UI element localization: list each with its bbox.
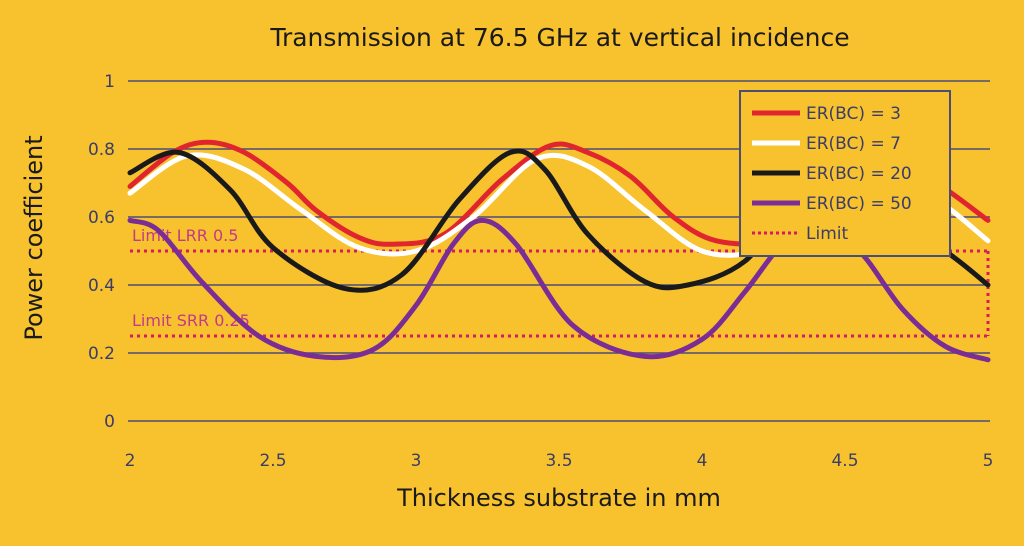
x-tick-label: 5 bbox=[983, 451, 994, 471]
y-tick-label: 0 bbox=[104, 412, 115, 432]
y-tick-label: 0.4 bbox=[88, 276, 115, 296]
y-tick-label: 0.8 bbox=[88, 140, 115, 160]
x-tick-label: 4.5 bbox=[831, 451, 858, 471]
y-tick-label: 0.2 bbox=[88, 344, 115, 364]
x-axis-ticks: 2 2.5 3 3.5 4 4.5 5 bbox=[125, 451, 994, 471]
x-axis-title: Thickness substrate in mm bbox=[396, 484, 721, 512]
legend: ER(BC) = 3 ER(BC) = 7 ER(BC) = 20 ER(BC) = … bbox=[739, 90, 951, 257]
limit-label: Limit SRR 0.25 bbox=[132, 311, 250, 330]
x-tick-label: 3.5 bbox=[545, 451, 572, 471]
y-axis-title: Power coefficient bbox=[20, 135, 48, 340]
legend-label: ER(BC) = 3 bbox=[806, 104, 901, 124]
legend-label: ER(BC) = 7 bbox=[806, 134, 901, 154]
limit-label: Limit LRR 0.5 bbox=[132, 226, 238, 245]
x-tick-label: 2.5 bbox=[259, 451, 286, 471]
grid-lines bbox=[128, 80, 990, 422]
legend-label: Limit bbox=[806, 224, 848, 244]
y-tick-label: 0.6 bbox=[88, 208, 115, 228]
chart-title: Transmission at 76.5 GHz at vertical inc… bbox=[269, 23, 849, 52]
x-tick-label: 2 bbox=[125, 451, 136, 471]
y-axis-ticks: 0 0.2 0.4 0.6 0.8 1 bbox=[88, 72, 115, 432]
legend-label: ER(BC) = 50 bbox=[806, 194, 912, 214]
x-tick-label: 3 bbox=[411, 451, 422, 471]
limit-lines: Limit LRR 0.5 Limit SRR 0.25 bbox=[130, 226, 990, 338]
y-tick-label: 1 bbox=[104, 72, 115, 92]
x-tick-label: 4 bbox=[697, 451, 708, 471]
legend-label: ER(BC) = 20 bbox=[806, 164, 912, 184]
